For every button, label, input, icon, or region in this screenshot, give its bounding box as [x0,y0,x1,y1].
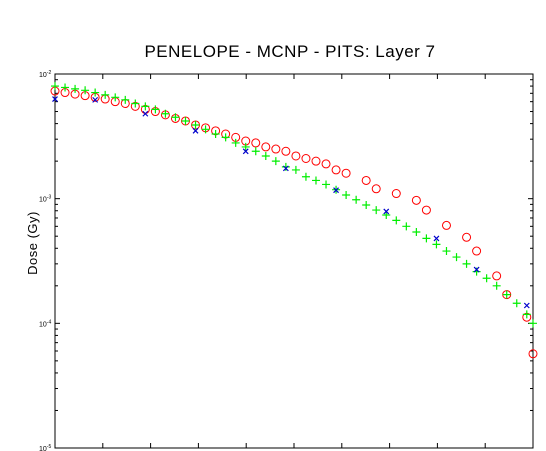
cross-point [142,110,149,117]
cross-point [333,187,339,194]
y-tick-label-exp: -2 [47,70,52,76]
circle-point [331,165,341,175]
y-tick-label-base: 10 [39,197,47,204]
y-tick-label-base: 10 [39,446,47,451]
plus-point [181,116,190,125]
plus-point [352,195,361,204]
circle-point [411,195,421,205]
cross-point [242,148,249,155]
circle-point [251,138,261,148]
circle-point [472,246,482,256]
plus-point [301,172,310,181]
cross-point [282,165,289,172]
plus-point [261,151,270,160]
plus-point [121,95,130,104]
circle-point [391,189,401,199]
plus-point [422,234,431,243]
plus-point [91,88,100,97]
plus-point [452,253,461,262]
plus-point [462,259,471,268]
plus-point [191,120,200,129]
y-axis-label: Dose (Gy) [25,211,40,275]
plus-point [221,133,230,142]
plus-point [171,113,180,122]
chart-title: PENELOPE - MCNP - PITS: Layer 7 [144,42,435,61]
plus-point [382,210,391,219]
plus-point [231,138,240,147]
circle-point [321,159,331,169]
plus-point [392,216,401,225]
y-tick-label: 10-4 [39,319,51,328]
y-tick-label-exp: -4 [47,319,52,325]
circle-point [361,175,371,185]
y-tick-label-base: 10 [39,72,47,79]
plus-point [529,319,537,328]
circle-point [271,144,281,154]
plus-point [51,82,59,91]
plus-point [81,86,90,95]
plus-point [281,162,290,171]
plus-point [492,281,501,290]
cross-point [523,302,530,309]
plus-point [362,200,371,209]
plus-point [432,240,441,249]
plus-point [311,176,320,185]
plus-point [111,93,120,102]
plus-point [201,125,210,134]
plus-point [211,130,220,139]
plus-point [402,222,411,231]
plus-point [322,180,331,189]
plus-point [241,142,250,151]
plus-point [512,299,521,308]
circle-point [441,220,451,230]
plus-point [342,191,351,200]
plus-point [151,105,160,114]
y-tick-label-base: 10 [39,321,47,328]
circle-point [261,142,271,152]
plus-point [522,310,531,319]
y-tick-label: 10-2 [39,70,51,79]
circle-point [341,168,351,178]
y-tick-label: 10-3 [39,195,51,204]
y-tick-label: 10-5 [39,444,51,451]
plus-point [482,274,491,283]
axis-ticks: 10-210-310-410-5 [39,70,533,451]
plus-point [412,228,421,237]
circle-point [462,232,472,242]
circle-point [301,153,311,163]
circle-point [528,349,538,359]
y-tick-label-exp: -3 [47,195,52,201]
plus-point [251,147,260,156]
plus-point [101,90,110,99]
cross-point [52,96,58,102]
plot-frame [54,73,534,449]
plus-point [502,290,511,299]
plus-point [442,247,451,256]
circle-point [291,151,301,161]
cross-point [92,96,99,103]
circle-point [281,146,291,156]
circle-point [371,184,381,194]
plus-point [271,157,280,166]
plus-point [71,84,80,93]
cross-point [383,208,390,215]
plus-point [61,83,70,92]
circle-point [492,271,502,281]
plus-point [372,206,381,215]
circle-point [421,205,431,215]
cross-point [433,235,440,242]
plus-point [141,102,150,111]
y-tick-label-exp: -5 [47,444,52,450]
plus-point [161,109,170,118]
cross-point [192,127,199,134]
plus-point [131,99,140,108]
cross-point [473,266,480,273]
data-marks [50,82,538,359]
circle-point [311,156,321,166]
plus-point [291,165,300,174]
